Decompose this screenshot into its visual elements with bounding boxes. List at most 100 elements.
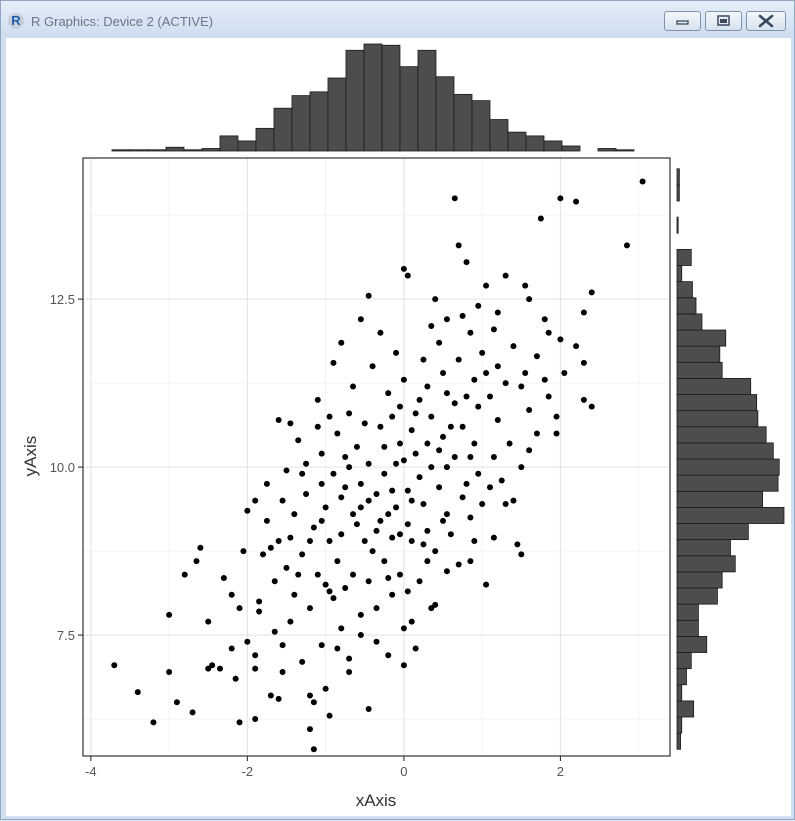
scatter-point xyxy=(193,558,200,565)
x-hist-bar xyxy=(291,95,311,152)
scatter-point xyxy=(365,292,372,299)
scatter-point xyxy=(299,551,306,558)
scatter-point xyxy=(263,517,270,524)
scatter-point xyxy=(342,585,349,592)
scatter-point xyxy=(377,423,384,430)
x-tick-label: -4 xyxy=(85,764,97,779)
window-titlebar[interactable]: R R Graphics: Device 2 (ACTIVE) xyxy=(1,1,794,37)
axis-ticks: -4 -2 0 2 7.5 10.0 12.5 xyxy=(50,292,564,779)
x-hist-bar xyxy=(129,149,149,152)
r-logo-icon: R xyxy=(8,13,24,29)
scatter-point xyxy=(440,517,447,524)
scatter-point xyxy=(404,521,411,528)
scatter-point xyxy=(471,376,478,383)
scatter-point xyxy=(365,705,372,712)
scatter-point xyxy=(389,487,396,494)
scatter-point xyxy=(408,618,415,625)
y-hist-bar xyxy=(676,555,736,573)
scatter-point xyxy=(588,403,595,410)
scatter-point xyxy=(400,376,407,383)
y-hist-bar xyxy=(676,636,708,653)
y-hist-bar xyxy=(676,426,767,444)
scatter-point xyxy=(197,544,204,551)
y-hist-bar xyxy=(676,700,695,718)
y-hist-bar xyxy=(676,377,752,395)
scatter-point xyxy=(299,470,306,477)
scatter-point xyxy=(432,296,439,303)
scatter-point xyxy=(385,511,392,518)
scatter-point xyxy=(428,413,435,420)
minimize-button[interactable] xyxy=(664,11,701,31)
scatter-point xyxy=(475,470,482,477)
scatter-point xyxy=(369,363,376,370)
y-hist-bar xyxy=(676,410,759,428)
scatter-point xyxy=(318,517,325,524)
scatter-point xyxy=(275,695,282,702)
scatter-point xyxy=(408,537,415,544)
scatter-point xyxy=(357,632,364,639)
scatter-point xyxy=(318,642,325,649)
scatter-point xyxy=(338,339,345,346)
minimize-icon xyxy=(676,20,689,25)
scatter-point xyxy=(522,282,529,289)
y-hist-bar xyxy=(676,523,749,541)
scatter-point xyxy=(252,665,259,672)
scatter-point xyxy=(389,534,396,541)
scatter-point xyxy=(424,558,431,565)
x-hist-bar xyxy=(219,135,239,152)
scatter-point xyxy=(416,396,423,403)
x-tick-label: -2 xyxy=(242,764,254,779)
scatter-point xyxy=(287,420,294,427)
scatter-point xyxy=(408,427,415,434)
x-tick-label: 2 xyxy=(557,764,564,779)
scatter-point xyxy=(326,588,333,595)
plot-surface: -4 -2 0 2 7.5 10.0 12.5 xAxis yAxis xyxy=(6,38,791,816)
scatter-point xyxy=(518,551,525,558)
y-hist-bar xyxy=(676,684,683,702)
y-hist-bar xyxy=(676,458,780,476)
scatter-point xyxy=(111,662,118,669)
scatter-point xyxy=(342,484,349,491)
plot-panel xyxy=(83,158,670,756)
close-button[interactable] xyxy=(746,11,786,31)
y-hist-bar xyxy=(676,313,703,331)
maximize-button[interactable] xyxy=(705,11,742,31)
scatter-point xyxy=(236,605,243,612)
scatter-point xyxy=(455,561,462,568)
scatter-point xyxy=(236,719,243,726)
scatter-point xyxy=(369,548,376,555)
x-hist-bar xyxy=(111,149,131,152)
scatter-point xyxy=(518,383,525,390)
scatter-point xyxy=(338,531,345,538)
scatter-point xyxy=(330,359,337,366)
scatter-point xyxy=(553,413,560,420)
scatter-point xyxy=(267,692,274,699)
scatter-point xyxy=(467,558,474,565)
scatter-point xyxy=(326,537,333,544)
scatter-point xyxy=(490,534,497,541)
scatter-point xyxy=(228,645,235,652)
scatter-point xyxy=(275,537,282,544)
scatter-point xyxy=(373,638,380,645)
scatter-point xyxy=(490,326,497,333)
scatter-point xyxy=(537,215,544,222)
scatter-point xyxy=(486,393,493,400)
scatter-point xyxy=(420,541,427,548)
x-hist-bar xyxy=(201,148,221,152)
scatter-point xyxy=(396,403,403,410)
y-hist-bar xyxy=(676,329,727,347)
scatter-point xyxy=(181,571,188,578)
scatter-point xyxy=(353,443,360,450)
scatter-point xyxy=(526,406,533,413)
x-hist-bar xyxy=(399,66,419,152)
scatter-point xyxy=(232,675,239,682)
scatter-point xyxy=(353,521,360,528)
x-hist-bar xyxy=(327,77,347,152)
scatter-point xyxy=(279,669,286,676)
scatter-point xyxy=(526,296,533,303)
scatter-point xyxy=(522,370,529,377)
y-hist-bar xyxy=(676,716,683,734)
scatter-point xyxy=(459,494,466,501)
scatter-point xyxy=(385,574,392,581)
scatter-point xyxy=(310,746,317,753)
